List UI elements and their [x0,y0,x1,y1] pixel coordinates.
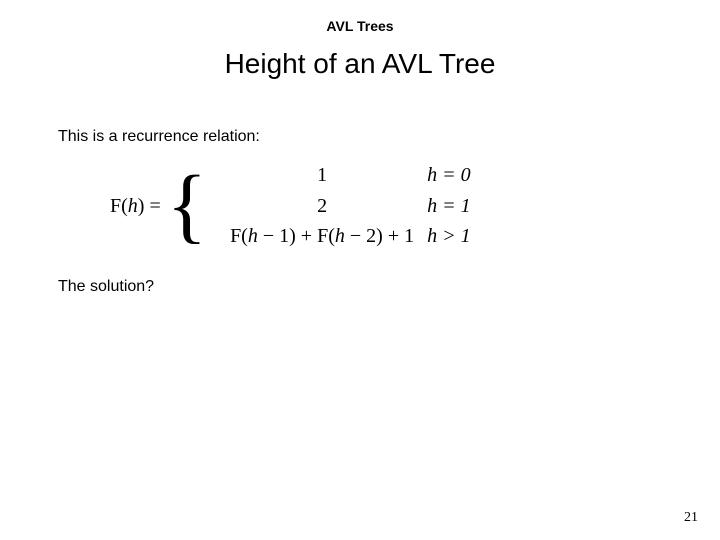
slide-title: Height of an AVL Tree [0,48,720,80]
page-number: 21 [684,510,698,526]
intro-text: This is a recurrence relation: [58,128,720,146]
recurrence-formula: F(h) = { 1 h = 0 2 h = 1 F(h − 1) + F(h … [110,164,720,248]
brace-icon: { [167,164,207,248]
solution-prompt: The solution? [58,278,720,296]
formula-cases: 1 h = 0 2 h = 1 F(h − 1) + F(h − 2) + 1 … [217,164,487,248]
case-value: 1 [217,164,427,187]
case-row: F(h − 1) + F(h − 2) + 1 h > 1 [217,225,487,248]
slide-topic: AVL Trees [0,0,720,34]
slide: AVL Trees Height of an AVL Tree This is … [0,0,720,540]
case-row: 1 h = 0 [217,164,487,187]
case-value: 2 [217,195,427,218]
case-row: 2 h = 1 [217,195,487,218]
formula-lhs: F(h) = [110,195,161,218]
case-condition: h > 1 [427,225,487,248]
case-condition: h = 0 [427,164,487,187]
case-value: F(h − 1) + F(h − 2) + 1 [217,225,427,248]
case-condition: h = 1 [427,195,487,218]
